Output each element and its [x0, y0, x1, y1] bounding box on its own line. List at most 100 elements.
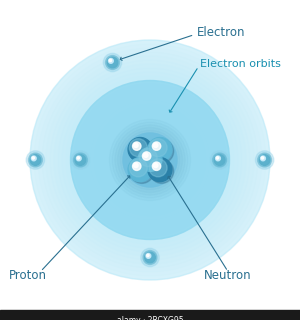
Circle shape [138, 148, 162, 172]
Circle shape [150, 159, 174, 183]
Circle shape [128, 157, 152, 181]
Circle shape [126, 136, 174, 184]
Text: alamy · 2RCXG95: alamy · 2RCXG95 [117, 316, 183, 320]
Circle shape [213, 153, 226, 167]
Circle shape [94, 104, 206, 216]
Circle shape [123, 133, 177, 187]
Text: Proton: Proton [9, 269, 47, 282]
Circle shape [149, 139, 167, 157]
Circle shape [129, 139, 147, 157]
Circle shape [128, 138, 152, 162]
Circle shape [152, 162, 161, 171]
Circle shape [130, 159, 154, 183]
Circle shape [98, 108, 202, 212]
Circle shape [34, 44, 266, 276]
Circle shape [138, 148, 162, 172]
Circle shape [152, 142, 161, 150]
Circle shape [110, 119, 190, 201]
Circle shape [46, 56, 254, 264]
Circle shape [106, 116, 194, 204]
Circle shape [134, 144, 166, 176]
Circle shape [131, 141, 169, 179]
Circle shape [154, 163, 158, 168]
Circle shape [77, 157, 80, 159]
Circle shape [130, 139, 154, 163]
Circle shape [118, 128, 182, 192]
Circle shape [260, 156, 266, 161]
Circle shape [74, 84, 226, 236]
Circle shape [31, 156, 36, 161]
Circle shape [154, 143, 158, 148]
Circle shape [210, 151, 229, 169]
Circle shape [261, 157, 264, 159]
Circle shape [90, 100, 210, 220]
Circle shape [58, 68, 242, 252]
Circle shape [112, 122, 188, 198]
Circle shape [82, 92, 218, 228]
Circle shape [149, 159, 167, 177]
Circle shape [76, 156, 81, 161]
Circle shape [145, 155, 155, 165]
Circle shape [214, 155, 225, 165]
Circle shape [134, 144, 166, 176]
Circle shape [134, 163, 138, 168]
Text: Neutron: Neutron [204, 269, 252, 282]
Circle shape [148, 138, 172, 162]
Circle shape [66, 76, 234, 244]
Circle shape [74, 153, 87, 167]
Circle shape [148, 157, 172, 181]
Circle shape [146, 156, 154, 164]
Circle shape [142, 152, 158, 168]
Circle shape [109, 59, 112, 62]
Circle shape [142, 152, 151, 160]
Circle shape [30, 40, 270, 280]
Circle shape [141, 248, 159, 267]
Circle shape [54, 64, 246, 256]
Circle shape [122, 132, 178, 188]
Bar [0, 310, 300, 320]
Circle shape [118, 128, 182, 192]
Circle shape [150, 139, 174, 163]
Text: Electron orbits: Electron orbits [200, 59, 280, 69]
Circle shape [133, 162, 141, 171]
Circle shape [114, 124, 186, 196]
Circle shape [147, 254, 149, 257]
Circle shape [30, 155, 41, 165]
Circle shape [28, 153, 42, 167]
Circle shape [145, 252, 155, 263]
Circle shape [78, 88, 222, 232]
Circle shape [32, 157, 34, 159]
Circle shape [142, 152, 158, 168]
Circle shape [115, 125, 185, 195]
Circle shape [102, 112, 198, 208]
Circle shape [130, 140, 170, 180]
Circle shape [75, 155, 86, 165]
Circle shape [147, 157, 153, 163]
Circle shape [146, 253, 151, 258]
Circle shape [62, 72, 238, 248]
Circle shape [110, 120, 190, 200]
Circle shape [86, 96, 214, 224]
Circle shape [123, 133, 177, 187]
Circle shape [103, 53, 122, 72]
Circle shape [42, 52, 258, 268]
Circle shape [140, 149, 164, 173]
Circle shape [259, 155, 270, 165]
Circle shape [216, 157, 219, 159]
Circle shape [139, 148, 157, 167]
Circle shape [71, 151, 90, 169]
Circle shape [26, 151, 45, 169]
Circle shape [30, 40, 270, 280]
Circle shape [107, 57, 118, 68]
Circle shape [129, 159, 147, 177]
Circle shape [126, 136, 174, 184]
Circle shape [144, 153, 148, 157]
Circle shape [38, 48, 262, 272]
Text: Electron: Electron [196, 26, 245, 39]
Circle shape [255, 151, 274, 169]
Circle shape [134, 143, 138, 148]
Circle shape [258, 153, 272, 167]
Circle shape [70, 81, 230, 239]
Circle shape [70, 80, 230, 240]
Circle shape [128, 138, 172, 182]
